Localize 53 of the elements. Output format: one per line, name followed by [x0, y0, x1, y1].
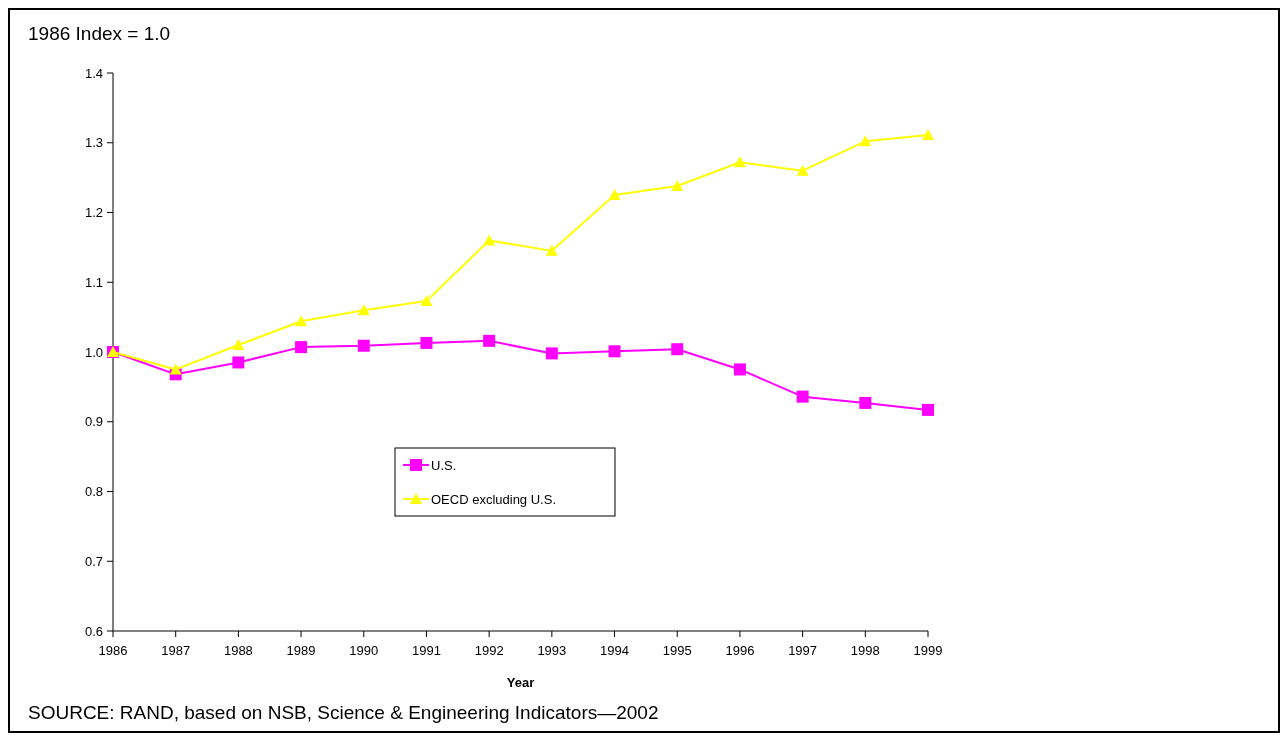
point — [232, 339, 245, 351]
point — [420, 336, 433, 349]
point — [357, 304, 370, 316]
chart-title: 1986 Index = 1.0 — [28, 23, 171, 44]
y-tick-label: 0.7 — [84, 553, 103, 569]
point — [420, 295, 433, 307]
x-axis-title: Year — [506, 675, 535, 690]
x-tick-label: 1997 — [788, 643, 818, 658]
y-tick-label: 1.4 — [84, 65, 103, 81]
source-note: SOURCE: RAND, based on NSB, Science & Engineering Indicators—2002 — [28, 702, 659, 723]
x-tick-label: 1986 — [98, 643, 128, 658]
legend-label: OECD excluding U.S. — [431, 491, 556, 507]
point — [608, 345, 621, 358]
y-tick-label: 0.6 — [84, 623, 103, 639]
point — [859, 135, 872, 147]
x-tick-label: 1989 — [286, 643, 316, 658]
point — [922, 403, 934, 416]
y-tick-label: 1.0 — [84, 344, 103, 360]
y-tick-label: 1.3 — [84, 135, 103, 151]
point — [357, 339, 370, 352]
point — [545, 244, 558, 256]
x-tick-label: 1990 — [349, 643, 379, 658]
point — [608, 189, 621, 201]
x-tick-label: 1988 — [223, 643, 253, 658]
point — [295, 315, 308, 327]
point — [545, 347, 558, 360]
y-tick-label: 1.2 — [84, 205, 103, 221]
point — [232, 356, 245, 369]
legend-label: U.S. — [431, 457, 457, 473]
x-tick-label: 1991 — [412, 643, 441, 658]
point — [169, 363, 182, 375]
x-tick-label: 1999 — [913, 643, 943, 658]
x-tick-label: 1994 — [600, 643, 629, 658]
x-tick-label: 1993 — [537, 643, 567, 658]
point — [671, 343, 684, 356]
x-tick-label: 1987 — [161, 643, 191, 658]
point — [733, 363, 746, 376]
point — [483, 234, 496, 246]
point — [859, 396, 872, 409]
y-tick-label: 0.8 — [84, 484, 103, 500]
point — [483, 334, 496, 347]
point — [295, 341, 308, 354]
point — [796, 164, 809, 176]
x-tick-label: 1998 — [850, 643, 880, 658]
point — [922, 129, 934, 141]
point — [796, 390, 809, 403]
x-tick-label: 1992 — [474, 643, 504, 658]
x-tick-label: 1995 — [662, 643, 692, 658]
x-tick-label: 1996 — [725, 643, 755, 658]
point — [671, 179, 684, 191]
point — [733, 156, 746, 168]
y-tick-label: 1.1 — [84, 274, 103, 290]
y-tick-label: 0.9 — [84, 414, 103, 430]
